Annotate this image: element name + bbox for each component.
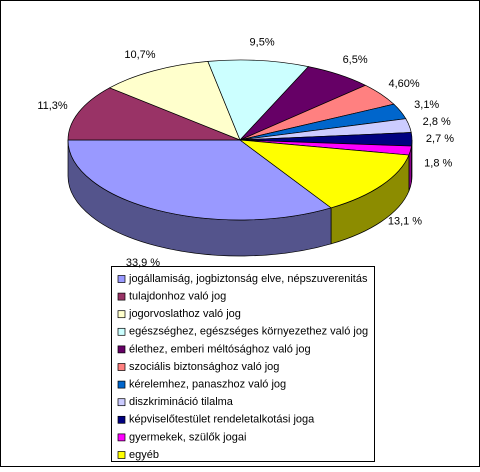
legend-label: diszkrimináció tilalma: [129, 396, 234, 408]
legend-label: kérelemhez, panaszhoz való jog: [129, 379, 286, 391]
data-label: 33,9 %: [126, 257, 160, 269]
legend-swatch: [118, 311, 125, 318]
legend-swatch: [118, 364, 125, 371]
legend-label: jogállamiság, jogbiztonság elve, népszuv…: [128, 273, 368, 285]
legend-swatch: [118, 452, 125, 459]
data-label: 4,60%: [388, 78, 419, 90]
legend-label: szociális biztonsághoz való jog: [129, 361, 279, 373]
legend-label: élethez, emberi méltósághoz való jog: [129, 343, 311, 355]
data-label: 13,1 %: [388, 216, 422, 228]
data-label: 2,8 %: [423, 116, 451, 128]
legend-swatch: [118, 328, 125, 335]
legend-label: egészséghez, egészséges környezethez val…: [129, 326, 368, 338]
data-label: 2,7 %: [426, 133, 454, 145]
legend-swatch: [118, 434, 125, 441]
legend-label: képviselőtestület rendeletalkotási joga: [129, 414, 315, 426]
data-label: 11,3%: [37, 100, 68, 112]
data-label: 1,8 %: [424, 158, 452, 170]
legend-label: jogorvoslathoz való jog: [128, 308, 241, 320]
data-label: 9,5%: [250, 37, 275, 49]
legend-label: tulajdonhoz való jog: [129, 291, 226, 303]
legend-label: gyermekek, szülők jogai: [129, 431, 246, 443]
legend-swatch: [118, 381, 125, 388]
legend-swatch: [118, 416, 125, 423]
legend-swatch: [118, 276, 125, 283]
legend-swatch: [118, 293, 125, 300]
legend-label: egyéb: [129, 449, 159, 461]
data-label: 10,7%: [124, 49, 155, 61]
data-label: 3,1%: [414, 99, 439, 111]
data-label: 6,5%: [343, 54, 368, 66]
legend-swatch: [118, 346, 125, 353]
legend-swatch: [118, 399, 125, 406]
